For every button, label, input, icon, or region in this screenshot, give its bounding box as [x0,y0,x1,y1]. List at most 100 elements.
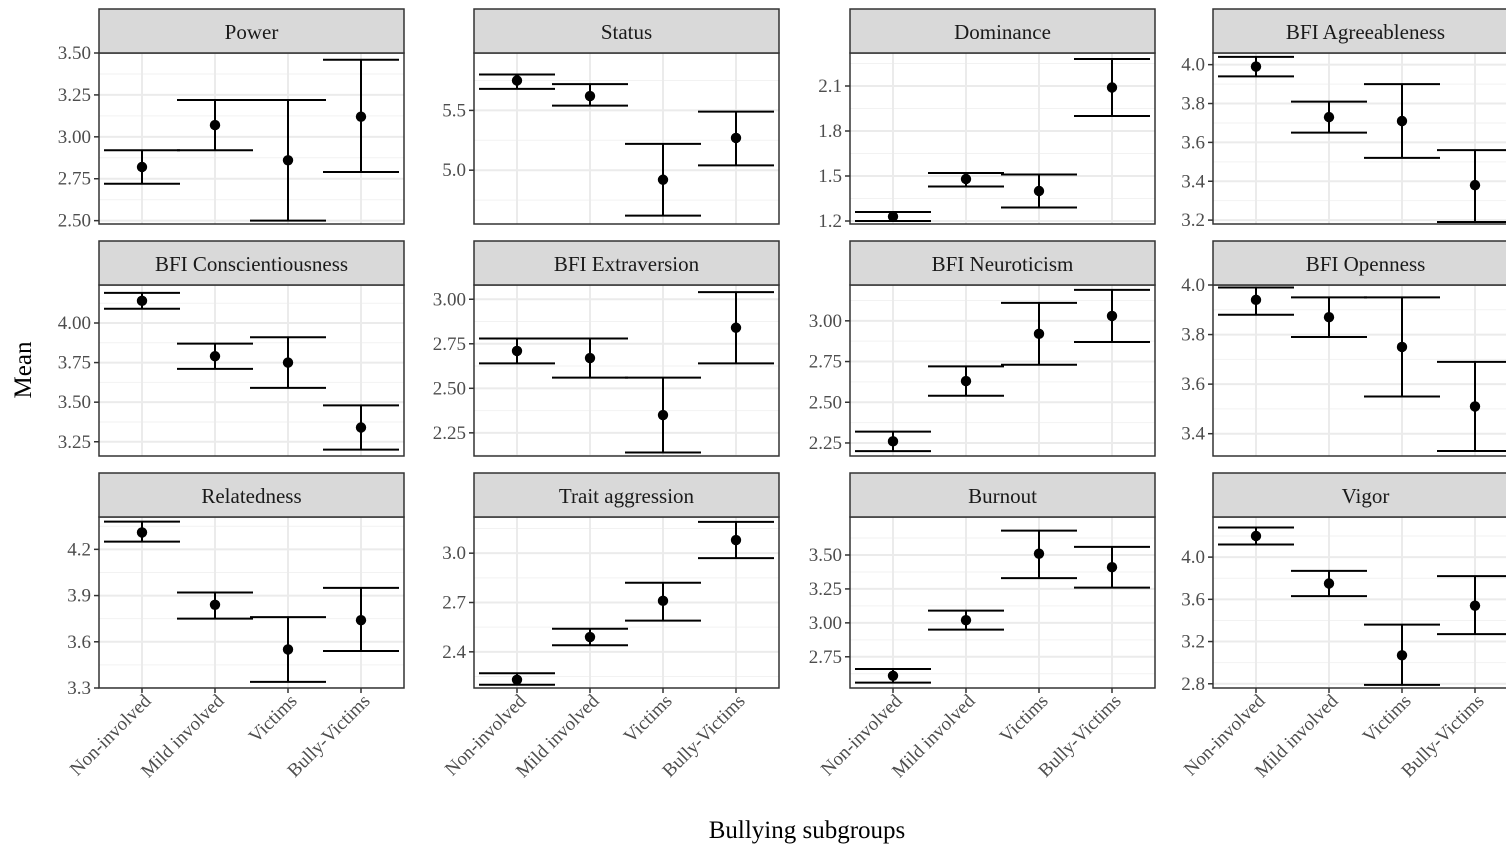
facet-strip-title: BFI Conscientiousness [155,252,348,276]
mean-point [1323,312,1335,323]
mean-point [584,352,596,364]
mean-point [209,119,221,131]
y-tick-label: 2.75 [433,334,466,355]
mean-point [282,644,294,655]
y-tick-label: 3.0 [442,543,466,564]
facet-strip-title: BFI Openness [1306,252,1426,276]
facet-strip [849,240,1156,286]
y-tick-label: 3.8 [1181,94,1205,115]
facet-strip-title: BFI Neuroticism [932,252,1074,276]
y-tick-label: 3.2 [1181,632,1205,653]
mean-point [730,322,742,333]
facet-panel: Trait aggression 2.4 2.7 3.0 [442,472,780,693]
mean-point [584,90,596,102]
facet-panel: Burnout 2.75 3.00 3.25 3.50 [809,472,1156,693]
y-tick-label: 2.4 [442,642,466,663]
facet-strip-title: Relatedness [201,484,301,508]
y-tick-label: 2.25 [809,433,842,454]
y-tick-label: 5.5 [442,100,466,121]
mean-point [1396,650,1408,661]
mean-point [1106,562,1118,573]
mean-point [1033,548,1045,559]
y-tick-label: 3.50 [809,545,842,566]
panel-grid [474,53,779,224]
facet-panel: Power 2.50 2.75 3.00 3.25 3.50 [58,8,405,232]
y-tick-label: 3.6 [67,632,91,653]
mean-point [355,111,367,122]
mean-point [1250,294,1262,306]
x-tick-label: Victims [1359,691,1416,748]
mean-point [960,173,972,185]
mean-point [657,174,669,185]
panel-background [850,285,1155,456]
panel-background [850,53,1155,224]
y-tick-label: 3.3 [67,678,91,699]
mean-point [657,409,669,421]
panel-grid [1213,517,1506,688]
panel-background [1213,53,1506,224]
mean-point [887,211,899,222]
facet-strip-title: Trait aggression [559,484,695,508]
y-tick-label: 2.50 [809,392,842,413]
mean-point [1396,341,1408,353]
panel-grid [474,517,779,688]
y-tick-label: 2.25 [433,423,466,444]
y-tick-label: 3.6 [1181,132,1205,153]
facet-panel: BFI Extraversion 2.25 2.50 2.75 3.00 [433,240,780,457]
y-tick-label: 3.75 [58,353,91,374]
y-tick-label: 1.8 [818,121,842,142]
x-tick-label: Victims [996,691,1053,748]
facet-strip [98,240,405,286]
panel-background [99,53,404,224]
mean-point [584,631,596,643]
panel-background [474,53,779,224]
mean-point [1250,530,1262,542]
facet-strip [1212,472,1506,518]
y-tick-label: 3.00 [809,311,842,332]
x-axis-title: Bullying subgroups [709,817,906,844]
mean-point [1106,82,1118,93]
y-tick-label: 2.8 [1181,674,1205,695]
facet-strip [1212,8,1506,54]
panel-background [1213,285,1506,456]
mean-point [657,595,669,607]
panel-background [474,285,779,456]
facet-strip-title: Status [601,20,652,44]
y-tick-label: 2.1 [818,76,842,97]
y-tick-label: 3.25 [809,579,842,600]
mean-point [1106,310,1118,322]
mean-point [1323,578,1335,589]
mean-point [136,161,148,173]
y-tick-label: 3.2 [1181,210,1205,231]
y-tick-label: 2.50 [433,378,466,399]
y-tick-label: 3.00 [58,127,91,148]
y-tick-label: 1.2 [818,211,842,232]
facet-panels: Power 2.50 2.75 3.00 3.25 3.50 Status 5.0 5.5 Dom… [58,8,1506,699]
mean-point [1250,61,1262,72]
y-tick-label: 4.0 [1181,547,1205,568]
facet-panel: Status 5.0 5.5 [442,8,780,225]
y-tick-label: 1.5 [818,166,842,187]
panel-grid [850,53,1155,224]
panel-background [99,285,404,456]
y-tick-label: 3.50 [58,43,91,64]
facet-strip [473,240,780,286]
mean-point [1469,179,1481,191]
y-tick-label: 5.0 [442,160,466,181]
facet-panel: BFI Openness 3.4 3.6 3.8 4.0 [1181,240,1506,457]
facet-strip [473,8,780,54]
y-tick-label: 2.75 [809,647,842,668]
y-tick-label: 3.6 [1181,374,1205,395]
facet-strip-title: Dominance [954,20,1051,44]
x-tick-label: Victims [620,691,677,748]
y-tick-label: 4.2 [67,539,91,560]
facet-strip [473,472,780,518]
mean-point [1469,401,1481,412]
y-tick-label: 4.00 [58,313,91,334]
y-tick-label: 3.6 [1181,589,1205,610]
facet-panel: Relatedness 3.3 3.6 3.9 4.2 [67,472,405,699]
y-tick-label: 3.00 [433,289,466,310]
mean-point [1469,600,1481,611]
